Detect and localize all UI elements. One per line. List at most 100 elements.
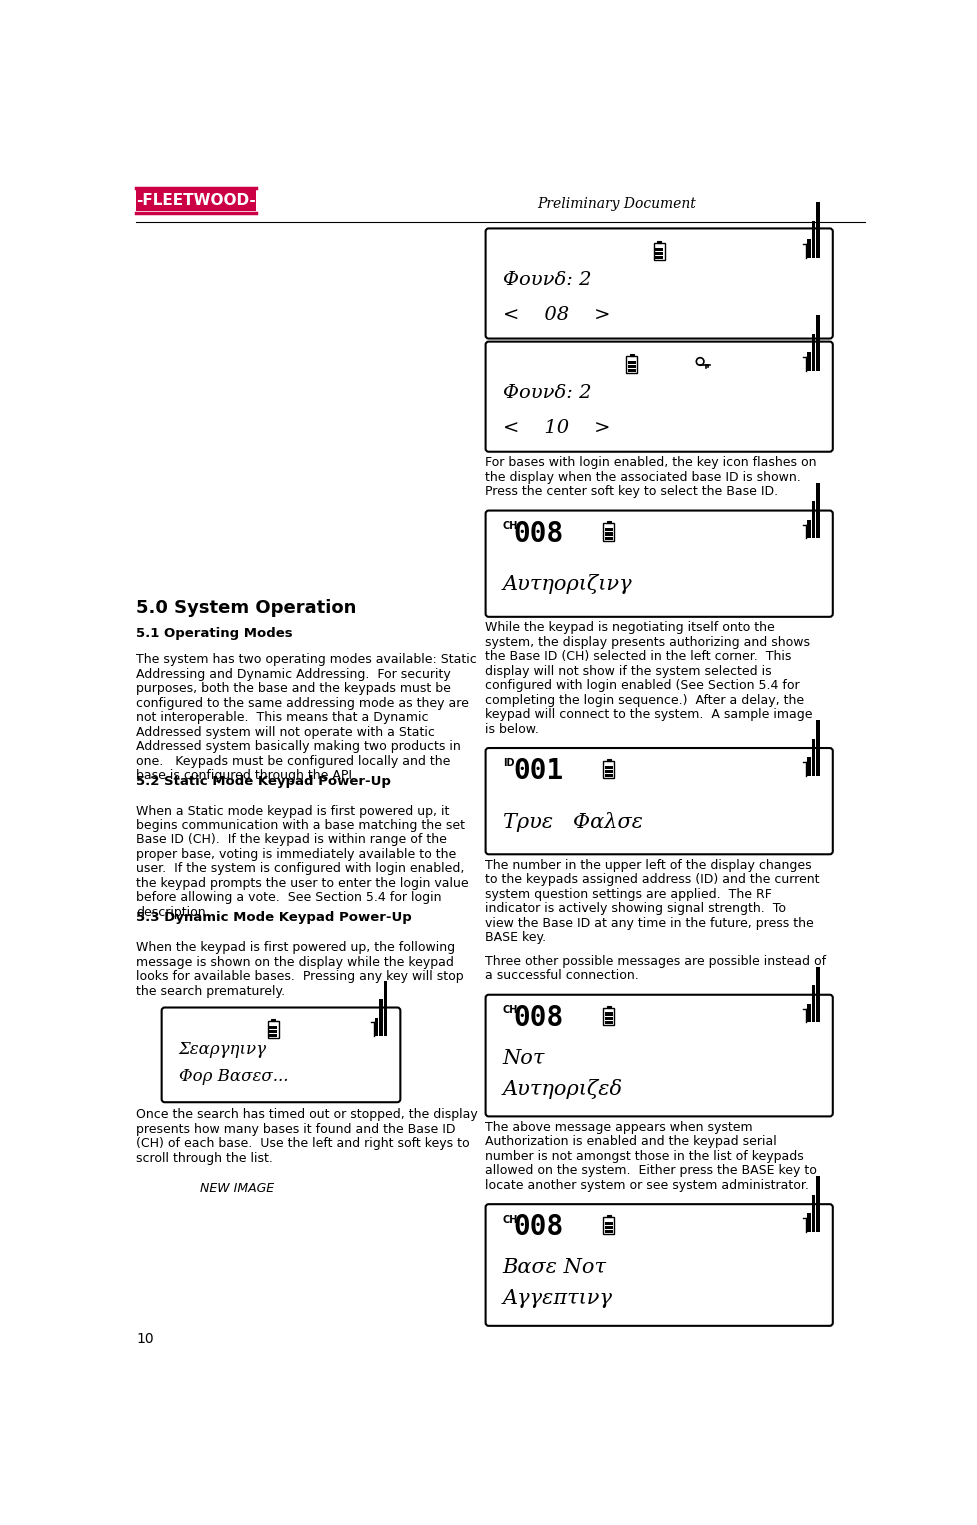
Text: The above message appears when system: The above message appears when system — [485, 1121, 752, 1135]
Text: 008: 008 — [514, 1214, 564, 1241]
Text: Αγγεπτινγ: Αγγεπτινγ — [502, 1289, 613, 1307]
Bar — [807, 520, 811, 538]
Text: CH: CH — [502, 1005, 518, 1016]
Text: message is shown on the display while the keypad: message is shown on the display while th… — [136, 956, 454, 968]
Text: Three other possible messages are possible instead of: Three other possible messages are possib… — [485, 955, 826, 968]
Text: display will not show if the system selected is: display will not show if the system sele… — [485, 665, 772, 679]
Text: description.: description. — [136, 906, 210, 920]
Bar — [812, 1196, 815, 1232]
Text: the search prematurely.: the search prematurely. — [136, 985, 285, 997]
Bar — [607, 1005, 611, 1008]
FancyBboxPatch shape — [161, 1008, 401, 1103]
Text: 5.2 Static Mode Keypad Power-Up: 5.2 Static Mode Keypad Power-Up — [136, 775, 391, 787]
Bar — [607, 522, 611, 523]
Bar — [605, 537, 613, 540]
Bar — [604, 1008, 615, 1025]
Text: is below.: is below. — [485, 723, 538, 735]
Bar — [271, 1019, 276, 1022]
Bar — [656, 247, 663, 250]
Text: user.  If the system is configured with login enabled,: user. If the system is configured with l… — [136, 863, 464, 875]
Text: When the keypad is first powered up, the following: When the keypad is first powered up, the… — [136, 941, 455, 955]
FancyBboxPatch shape — [486, 511, 832, 616]
Text: not interoperable.  This means that a Dynamic: not interoperable. This means that a Dyn… — [136, 711, 429, 724]
Text: CH: CH — [502, 522, 518, 531]
Bar — [807, 758, 811, 776]
Text: base is configured through the API.: base is configured through the API. — [136, 769, 356, 782]
Text: The number in the upper left of the display changes: The number in the upper left of the disp… — [485, 859, 812, 872]
Text: Press the center soft key to select the Base ID.: Press the center soft key to select the … — [485, 485, 778, 499]
Bar — [654, 242, 664, 261]
Bar — [268, 1022, 278, 1039]
Bar — [605, 775, 613, 778]
Text: view the Base ID at any time in the future, press the: view the Base ID at any time in the futu… — [485, 917, 814, 930]
Text: Tρυε   Φαλσε: Tρυε Φαλσε — [502, 811, 643, 833]
Bar — [605, 1231, 613, 1234]
Text: Addressed system will not operate with a Static: Addressed system will not operate with a… — [136, 726, 435, 738]
Bar — [812, 221, 815, 258]
Bar — [807, 1214, 811, 1232]
Text: Once the search has timed out or stopped, the display: Once the search has timed out or stopped… — [136, 1109, 478, 1121]
Bar — [605, 770, 613, 773]
Text: one.   Keypads must be configured locally and the: one. Keypads must be configured locally … — [136, 755, 450, 767]
Bar — [628, 369, 636, 372]
Text: 008: 008 — [514, 1003, 564, 1032]
Text: ID: ID — [502, 758, 514, 769]
Bar — [605, 1222, 613, 1225]
Text: NEW IMAGE: NEW IMAGE — [199, 1182, 274, 1194]
Text: scroll through the list.: scroll through the list. — [136, 1151, 273, 1165]
Text: Βασε Nοτ: Βασε Nοτ — [502, 1258, 607, 1276]
Text: configured to the same addressing mode as they are: configured to the same addressing mode a… — [136, 697, 469, 711]
FancyBboxPatch shape — [486, 229, 832, 339]
Bar — [816, 1176, 820, 1232]
Bar — [816, 720, 820, 776]
Text: Αυτηοριζεδ: Αυτηοριζεδ — [502, 1078, 622, 1098]
Text: Φουνδ: 2: Φουνδ: 2 — [502, 384, 591, 403]
Bar — [605, 1013, 613, 1016]
Bar — [605, 1226, 613, 1229]
Bar — [604, 523, 615, 541]
Text: purposes, both the base and the keypads must be: purposes, both the base and the keypads … — [136, 682, 451, 695]
Text: 5.3 Dynamic Mode Keypad Power-Up: 5.3 Dynamic Mode Keypad Power-Up — [136, 912, 412, 924]
Text: Σεαργηινγ: Σεαργηινγ — [179, 1040, 267, 1058]
Text: proper base, voting is immediately available to the: proper base, voting is immediately avail… — [136, 848, 456, 862]
Text: While the keypad is negotiating itself onto the: While the keypad is negotiating itself o… — [485, 622, 775, 634]
Bar — [812, 738, 815, 776]
Text: Φουνδ: 2: Φουνδ: 2 — [502, 271, 591, 290]
Text: system, the display presents authorizing and shows: system, the display presents authorizing… — [485, 636, 810, 650]
Bar — [628, 364, 636, 368]
Text: Addressing and Dynamic Addressing.  For security: Addressing and Dynamic Addressing. For s… — [136, 668, 450, 682]
Text: the display when the associated base ID is shown.: the display when the associated base ID … — [485, 471, 800, 483]
Text: looks for available bases.  Pressing any key will stop: looks for available bases. Pressing any … — [136, 970, 464, 984]
Bar — [630, 354, 634, 357]
FancyBboxPatch shape — [486, 749, 832, 854]
Text: 001: 001 — [514, 756, 564, 785]
Text: The system has two operating modes available: Static: The system has two operating modes avail… — [136, 654, 477, 666]
Text: presents how many bases it found and the Base ID: presents how many bases it found and the… — [136, 1122, 455, 1136]
Bar — [812, 502, 815, 538]
Bar — [384, 981, 387, 1035]
Bar — [605, 1017, 613, 1020]
Text: before allowing a vote.  See Section 5.4 for login: before allowing a vote. See Section 5.4 … — [136, 892, 442, 904]
Bar — [607, 759, 611, 761]
Bar — [807, 352, 811, 371]
Bar — [270, 1031, 277, 1034]
Text: configured with login enabled (See Section 5.4 for: configured with login enabled (See Secti… — [485, 679, 799, 692]
Bar — [807, 1003, 811, 1022]
Bar — [812, 985, 815, 1022]
Text: <    10    >: < 10 > — [502, 419, 611, 436]
Bar — [136, 191, 256, 212]
Bar — [816, 316, 820, 371]
Bar — [270, 1034, 277, 1037]
Text: Base ID (CH).  If the keypad is within range of the: Base ID (CH). If the keypad is within ra… — [136, 834, 446, 846]
Text: the Base ID (CH) selected in the left corner.  This: the Base ID (CH) selected in the left co… — [485, 650, 791, 663]
Bar — [816, 483, 820, 538]
Text: keypad will connect to the system.  A sample image: keypad will connect to the system. A sam… — [485, 708, 812, 721]
FancyBboxPatch shape — [486, 994, 832, 1116]
Text: -FLEETWOOD-: -FLEETWOOD- — [136, 194, 256, 209]
Bar — [605, 1020, 613, 1023]
Bar — [656, 256, 663, 259]
Text: BASE key.: BASE key. — [485, 932, 546, 944]
Text: 10: 10 — [136, 1331, 153, 1345]
Bar — [605, 532, 613, 535]
Bar — [626, 357, 637, 374]
